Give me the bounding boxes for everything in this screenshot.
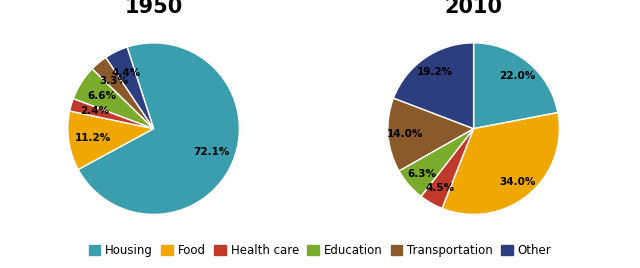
Wedge shape <box>388 98 474 171</box>
Text: 34.0%: 34.0% <box>499 177 536 187</box>
Wedge shape <box>106 47 154 129</box>
Wedge shape <box>78 43 239 214</box>
Title: 2010: 2010 <box>445 0 502 17</box>
Wedge shape <box>68 111 154 169</box>
Text: 11.2%: 11.2% <box>74 133 111 143</box>
Wedge shape <box>442 113 559 214</box>
Text: 19.2%: 19.2% <box>417 67 452 77</box>
Wedge shape <box>92 57 154 129</box>
Wedge shape <box>70 99 154 129</box>
Wedge shape <box>74 69 154 129</box>
Text: 2.4%: 2.4% <box>80 106 109 116</box>
Wedge shape <box>474 43 558 129</box>
Text: 3.3%: 3.3% <box>100 76 129 86</box>
Text: 72.1%: 72.1% <box>193 147 229 157</box>
Wedge shape <box>394 43 474 129</box>
Text: 22.0%: 22.0% <box>499 71 536 81</box>
Text: 6.6%: 6.6% <box>87 91 116 100</box>
Text: 4.4%: 4.4% <box>112 68 141 78</box>
Title: 1950: 1950 <box>124 0 183 17</box>
Legend: Housing, Food, Health care, Education, Transportation, Other: Housing, Food, Health care, Education, T… <box>84 240 556 262</box>
Text: 6.3%: 6.3% <box>407 169 436 178</box>
Text: 14.0%: 14.0% <box>387 129 424 139</box>
Wedge shape <box>399 129 474 196</box>
Wedge shape <box>421 129 474 209</box>
Text: 4.5%: 4.5% <box>425 183 454 193</box>
